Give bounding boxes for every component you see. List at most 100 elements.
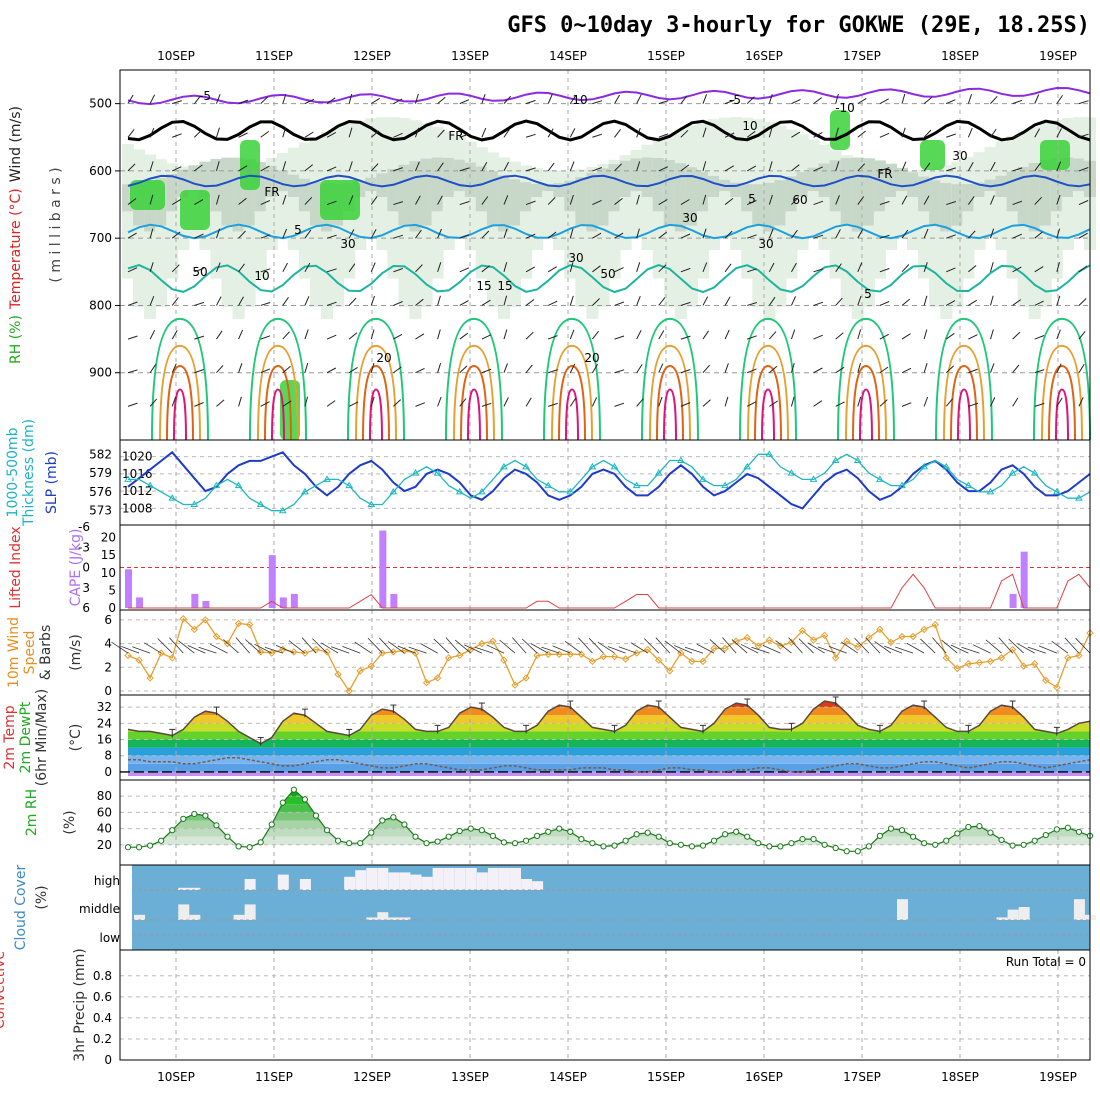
wind-speed-marker [577, 650, 586, 658]
wind-barb [367, 637, 383, 654]
wind-barb [194, 233, 204, 239]
wind-barb [503, 161, 510, 172]
wind-speed-marker [511, 681, 519, 689]
wind-barb [282, 93, 287, 104]
contour-label: -5 [729, 93, 741, 107]
mid-clear [1018, 907, 1030, 920]
isotherm-warm [257, 344, 299, 441]
wind-tick: 2 [104, 660, 112, 674]
wind-barb [481, 299, 491, 306]
thickness-marker [500, 462, 508, 470]
contour-label: 50 [600, 267, 615, 281]
wind-barb [941, 639, 958, 654]
rh-marker [124, 844, 132, 851]
wind-barb [215, 194, 220, 205]
wind-barb [724, 296, 731, 306]
high-clear [355, 870, 367, 890]
rh-shade-mid [575, 177, 588, 226]
wind-barb [525, 99, 536, 105]
wind-barb [393, 167, 403, 172]
wind-barb [301, 637, 317, 654]
thickness-marker [411, 469, 420, 476]
wind-barb [747, 368, 757, 374]
thickness-marker [389, 487, 398, 495]
rh-marker [1075, 828, 1083, 835]
wind-barb [370, 196, 378, 205]
wind-barb [1056, 262, 1060, 272]
wind-barb [702, 127, 707, 138]
wind-barb [636, 94, 642, 104]
contour-label: 30 [758, 237, 773, 251]
isotherm-warm [347, 317, 405, 441]
wind-speed-marker [544, 650, 552, 658]
wind-barb [193, 95, 201, 104]
rh-shade-mid [884, 163, 897, 198]
wind-speed-marker [721, 644, 729, 653]
wind-speed-marker [345, 687, 353, 695]
panel-frame-precip [119, 949, 1091, 1061]
wind-barb [194, 335, 205, 340]
wind-barb [879, 366, 889, 374]
cape-bar [279, 597, 287, 608]
rh-marker [334, 837, 342, 844]
rh-marker [854, 848, 861, 855]
isotherm-warm [543, 317, 601, 441]
rh-shade-high [130, 180, 165, 210]
wind-barb [127, 129, 135, 138]
wind-barb [127, 301, 138, 306]
isotherm-warm [663, 388, 677, 441]
rh-marker [821, 841, 828, 848]
mid-clear [189, 914, 201, 920]
wind-speed-marker [522, 674, 530, 682]
rh-marker [987, 829, 994, 836]
wind-barb [636, 194, 640, 205]
rh-shade-mid [387, 168, 400, 212]
wind-speed-marker [688, 657, 696, 666]
rh-marker [733, 828, 740, 835]
wind-barb [709, 639, 726, 654]
wind-speed-marker [621, 655, 630, 663]
wind-barb [658, 264, 667, 273]
wind-barb [1012, 364, 1020, 374]
wind-barb [1078, 397, 1084, 407]
wind-barb [680, 335, 691, 340]
thickness-marker [588, 462, 597, 470]
wind-barb [990, 295, 994, 306]
cloud-axis-title-line: Cloud Cover [13, 865, 29, 951]
wind-barb [879, 399, 888, 407]
wind-barb [972, 644, 991, 654]
rh-shade-mid [873, 160, 886, 212]
wind-barb [1012, 397, 1019, 407]
isotherm-warm [355, 344, 397, 441]
wind-barb [415, 298, 424, 306]
wind-barb [238, 329, 244, 340]
wind-barb [569, 397, 577, 407]
wind-barb [393, 333, 403, 340]
wind-barb [1078, 265, 1088, 273]
wind-barb [260, 200, 271, 206]
wind-barb [1012, 299, 1021, 306]
wind-barb [433, 638, 449, 654]
rh-marker [489, 832, 496, 839]
rh-shade-mid [376, 173, 389, 198]
wind-barb [304, 262, 311, 273]
isotherm-warm [837, 317, 895, 441]
temp-band [128, 715, 1090, 724]
wind-barb [312, 638, 328, 654]
wind-barb [370, 130, 380, 138]
rh-shade-mid [531, 183, 544, 198]
wind-barb [370, 295, 375, 306]
wind-barb [597, 641, 615, 654]
y-tick-label: 900 [89, 366, 112, 380]
wind-barb [326, 200, 337, 206]
rh-marker [158, 837, 165, 844]
wind-barb [702, 364, 710, 374]
wind-barb [169, 637, 184, 654]
isotherm-warm [845, 344, 887, 441]
wind-axis-title-b-line: Speed [22, 631, 38, 675]
thickness-marker [942, 462, 951, 470]
wind-barb [264, 646, 283, 654]
contour-label: FR [448, 129, 463, 143]
wind-barb [459, 167, 470, 172]
wind-barb [127, 267, 138, 273]
